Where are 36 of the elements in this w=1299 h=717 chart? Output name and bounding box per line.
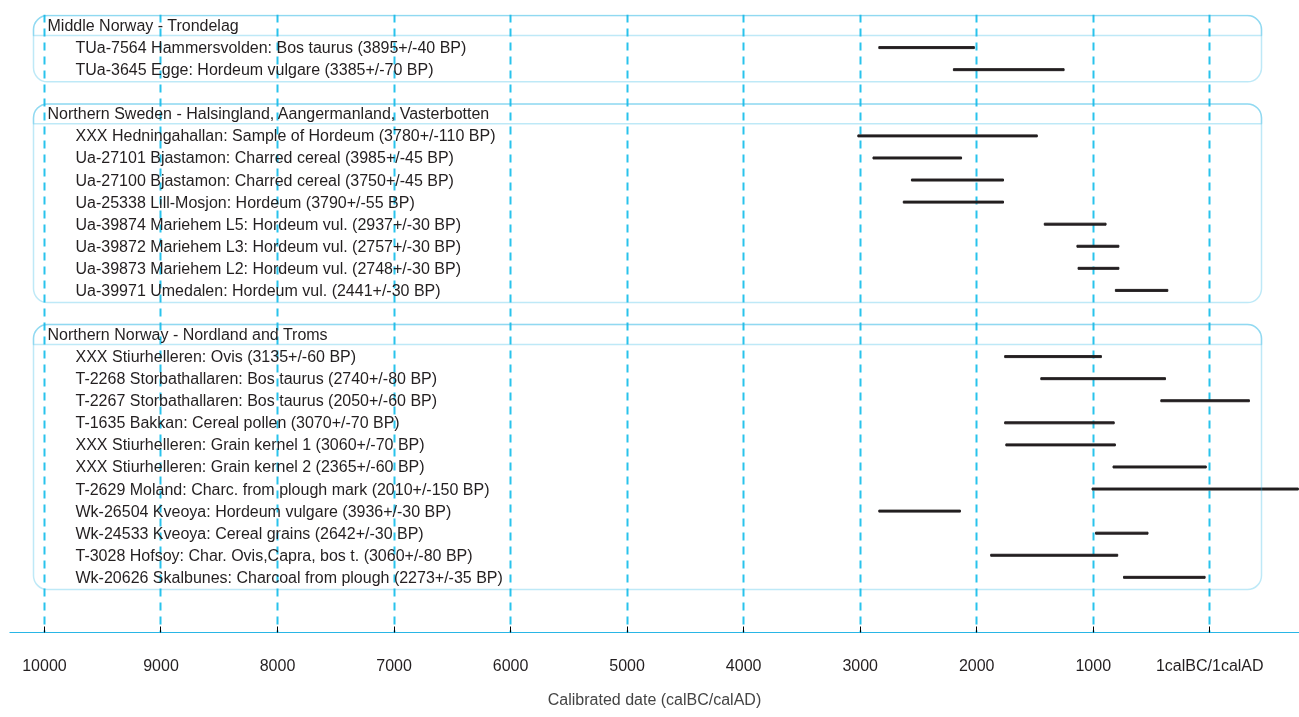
y-tick-label: XXX Hedningahallan: Sample of Hordeum (3780+/-110 BP) xyxy=(75,127,496,145)
y-tick-label: Wk-24533 Kveoya: Cereal grains (2642+/-30 BP) xyxy=(75,524,424,542)
x-tick-label: 2000 xyxy=(958,656,995,674)
y-tick-label: Northern Norway - Nordland and Troms xyxy=(47,326,328,344)
y-tick-label: TUa-7564 Hammersvolden: Bos taurus (3895+/-40 BP) xyxy=(75,39,467,57)
y-tick-label: Northern Sweden - Halsingland, Aangermanland, Vasterbotten xyxy=(47,105,490,123)
y-tick-label: Ua-39874 Mariehem L5: Hordeum vul. (2937+/-30 BP) xyxy=(75,215,462,233)
x-tick-label: 7000 xyxy=(376,656,412,674)
y-tick-label: Wk-26504 Kveoya: Hordeum vulgare (3936+/-30 BP) xyxy=(75,502,452,520)
x-tick-label: 1calBC/1calAD xyxy=(1155,656,1264,674)
x-axis-title: Calibrated date (calBC/calAD) xyxy=(547,690,762,708)
x-tick-label: 9000 xyxy=(143,656,179,674)
x-tick-label: 8000 xyxy=(259,656,296,674)
y-tick-label: Ua-27100 Bjastamon: Charred cereal (3750+/-45 BP) xyxy=(75,171,454,189)
y-tick-label: TUa-3645 Egge: Hordeum vulgare (3385+/-70 BP) xyxy=(75,61,434,79)
y-tick-label: Ua-25338 Lill-Mosjon: Hordeum (3790+/-55 BP) xyxy=(75,193,415,211)
x-tick-label: 3000 xyxy=(842,656,879,674)
y-tick-label: Ua-39873 Mariehem L2: Hordeum vul. (2748+/-30 BP) xyxy=(75,259,462,277)
y-tick-label: Wk-20626 Skalbunes: Charcoal from plough (2273+/-35 BP) xyxy=(75,568,503,586)
y-tick-label: Ua-39971 Umedalen: Hordeum vul. (2441+/-30 BP) xyxy=(75,281,441,299)
y-tick-label: T-1635 Bakkan: Cereal pollen (3070+/-70 BP) xyxy=(75,414,400,432)
x-tick-label: 1000 xyxy=(1075,656,1112,674)
y-tick-label: XXX Stiurhelleren: Ovis (3135+/-60 BP) xyxy=(75,348,357,366)
x-tick-label: 5000 xyxy=(609,656,646,674)
y-tick-label: Ua-39872 Mariehem L3: Hordeum vul. (2757+/-30 BP) xyxy=(75,237,462,255)
y-tick-label: Middle Norway - Trondelag xyxy=(47,17,239,35)
y-tick-label: T-2267 Storbathallaren: Bos taurus (2050+/-60 BP) xyxy=(75,392,438,410)
y-tick-label: T-2268 Storbathallaren: Bos taurus (2740+/-80 BP) xyxy=(75,370,438,388)
y-tick-label: XXX Stiurhelleren: Grain kernel 1 (3060+/-70 BP) xyxy=(75,436,425,454)
y-tick-label: T-3028 Hofsoy: Char. Ovis,Capra, bos t. (3060+/-80 BP) xyxy=(75,546,473,564)
y-tick-label: Ua-27101 Bjastamon: Charred cereal (3985+/-45 BP) xyxy=(75,149,454,167)
x-tick-label: 4000 xyxy=(725,656,762,674)
x-tick-label: 6000 xyxy=(492,656,529,674)
x-tick-label: 10000 xyxy=(22,656,67,674)
y-tick-label: T-2629 Moland: Charc. from plough mark (2010+/-150 BP) xyxy=(75,480,490,498)
y-tick-label: XXX Stiurhelleren: Grain kernel 2 (2365+/-60 BP) xyxy=(75,458,425,476)
